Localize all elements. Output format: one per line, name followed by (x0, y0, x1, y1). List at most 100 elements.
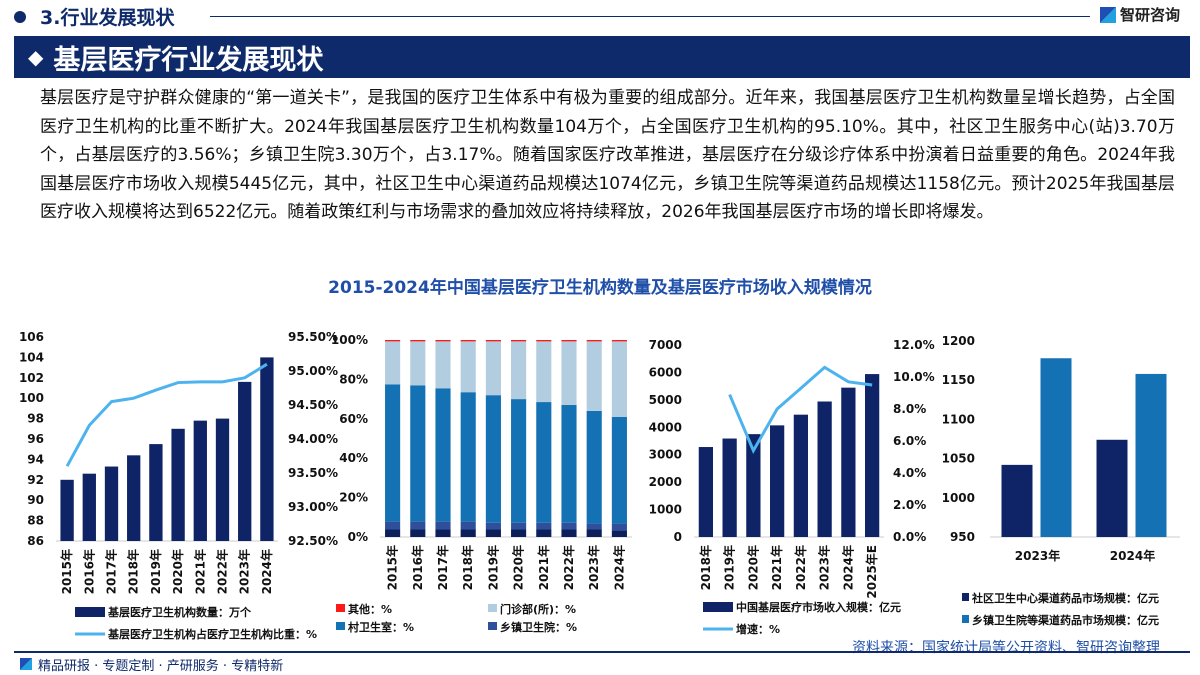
y-tick-label: 100% (331, 333, 368, 347)
bar (746, 434, 761, 537)
stacked-segment (561, 340, 577, 342)
y2-tick-label: 93.00% (288, 500, 338, 514)
legend-label: 门诊部(所)：% (500, 602, 576, 616)
stacked-segment (435, 341, 451, 389)
stacked-segment (586, 340, 602, 342)
x-tick-label: 2019年 (148, 549, 163, 594)
x-tick-label: 2020年 (170, 549, 185, 594)
y-tick-label: 100 (19, 391, 44, 405)
stacked-segment (435, 340, 451, 342)
x-tick-label: 2022年 (561, 545, 576, 590)
x-tick-label: 2024年 (1110, 548, 1155, 563)
x-tick-label: 2022年 (215, 549, 230, 594)
x-tick-label: 2024年 (611, 545, 626, 590)
y-tick-label: 102 (19, 371, 44, 385)
x-tick-label: 2021年 (192, 549, 207, 594)
y2-tick-label: 95.50% (288, 330, 338, 344)
stacked-segment (586, 410, 602, 524)
bar (1096, 439, 1128, 537)
stacked-segment (611, 523, 627, 531)
brand-name: 智研咨询 (1120, 6, 1181, 24)
stacked-segment (460, 341, 476, 393)
bar (722, 438, 737, 537)
y2-tick-label: 92.50% (288, 534, 338, 548)
y-tick-label: 7000 (649, 338, 682, 352)
x-tick-label: 2021年 (536, 545, 551, 590)
legend-swatch (488, 604, 497, 612)
bar (698, 447, 713, 537)
stacked-segment (485, 529, 501, 537)
x-tick-label: 2019年 (722, 545, 737, 590)
stacked-segment (410, 385, 426, 522)
y-tick-label: 90 (27, 493, 44, 507)
y-tick-label: 86 (27, 534, 44, 548)
stacked-segment (561, 522, 577, 530)
stacked-segment (435, 529, 451, 537)
x-tick-label: 2019年 (485, 545, 500, 590)
stacked-segment (385, 340, 401, 342)
stacked-segment (410, 341, 426, 386)
footer-logo-icon (20, 658, 32, 670)
stacked-segment (536, 402, 552, 523)
stacked-segment (536, 340, 552, 342)
title-bar: ◆ 基层医疗行业发展现状 (14, 36, 1190, 78)
stacked-segment (460, 340, 476, 342)
x-tick-label: 2023年 (817, 545, 832, 590)
bar (104, 466, 119, 541)
diamond-icon: ◆ (28, 45, 44, 69)
stacked-segment (561, 529, 577, 537)
legend-label: 乡镇卫生院：% (500, 620, 577, 634)
stacked-segment (561, 405, 577, 523)
y-tick-label: 950 (950, 530, 975, 544)
section-heading: 3.行业发展现状 (14, 3, 174, 30)
x-tick-label: 2020年 (511, 545, 526, 590)
stacked-segment (485, 522, 501, 530)
x-tick-label: 2021年 (769, 545, 784, 590)
legend-swatch (488, 622, 497, 630)
y-tick-label: 1150 (942, 373, 975, 387)
legend-swatch (703, 602, 733, 612)
chart-title: 2015-2024年中国基层医疗卫生机构数量及基层医疗市场收入规模情况 (328, 278, 872, 298)
y2-tick-label: 10.0% (893, 370, 935, 384)
x-tick-label: 2018年 (126, 549, 141, 594)
stacked-segment (485, 341, 501, 396)
stacked-segment (611, 340, 627, 342)
stacked-segment (511, 529, 527, 537)
stacked-segment (385, 529, 401, 537)
x-tick-label: 2018年 (460, 545, 475, 590)
y-tick-label: 4000 (649, 420, 682, 434)
y-tick-label: 5000 (649, 393, 682, 407)
logo-icon (1100, 6, 1116, 23)
stacked-segment (435, 388, 451, 522)
stacked-segment (536, 522, 552, 530)
y2-tick-label: 8.0% (893, 402, 926, 416)
stacked-segment (485, 340, 501, 342)
y-tick-label: 0% (348, 530, 368, 544)
x-tick-label: 2023年 (586, 545, 601, 590)
x-tick-label: 2016年 (410, 545, 425, 590)
legend-label: 基层医疗卫生机构数量：万个 (107, 605, 252, 619)
legend-swatch (75, 607, 105, 617)
y-tick-label: 80% (339, 372, 368, 386)
legend-label: 村卫生室：% (348, 620, 414, 634)
y-tick-label: 6000 (649, 365, 682, 379)
stacked-segment (385, 521, 401, 530)
line-series (65, 362, 268, 467)
legend-label: 其他：% (348, 602, 392, 616)
x-tick-label: 2025年E (864, 545, 879, 599)
y2-tick-label: 12.0% (893, 338, 935, 352)
page-title: 基层医疗行业发展现状 (53, 44, 324, 76)
legend-label: 中国基层医疗市场收入规模：亿元 (736, 600, 901, 614)
stacked-segment (460, 521, 476, 530)
stacked-segment (511, 341, 527, 400)
stacked-segment (611, 341, 627, 417)
x-tick-label: 2022年 (793, 545, 808, 590)
stacked-segment (385, 384, 401, 522)
bar (1040, 358, 1072, 537)
stacked-segment (536, 341, 552, 403)
bar (817, 401, 832, 537)
y-tick-label: 3000 (649, 448, 682, 462)
y-tick-label: 98 (27, 412, 44, 426)
y-tick-label: 1000 (942, 491, 975, 505)
y-tick-label: 1000 (649, 503, 682, 517)
